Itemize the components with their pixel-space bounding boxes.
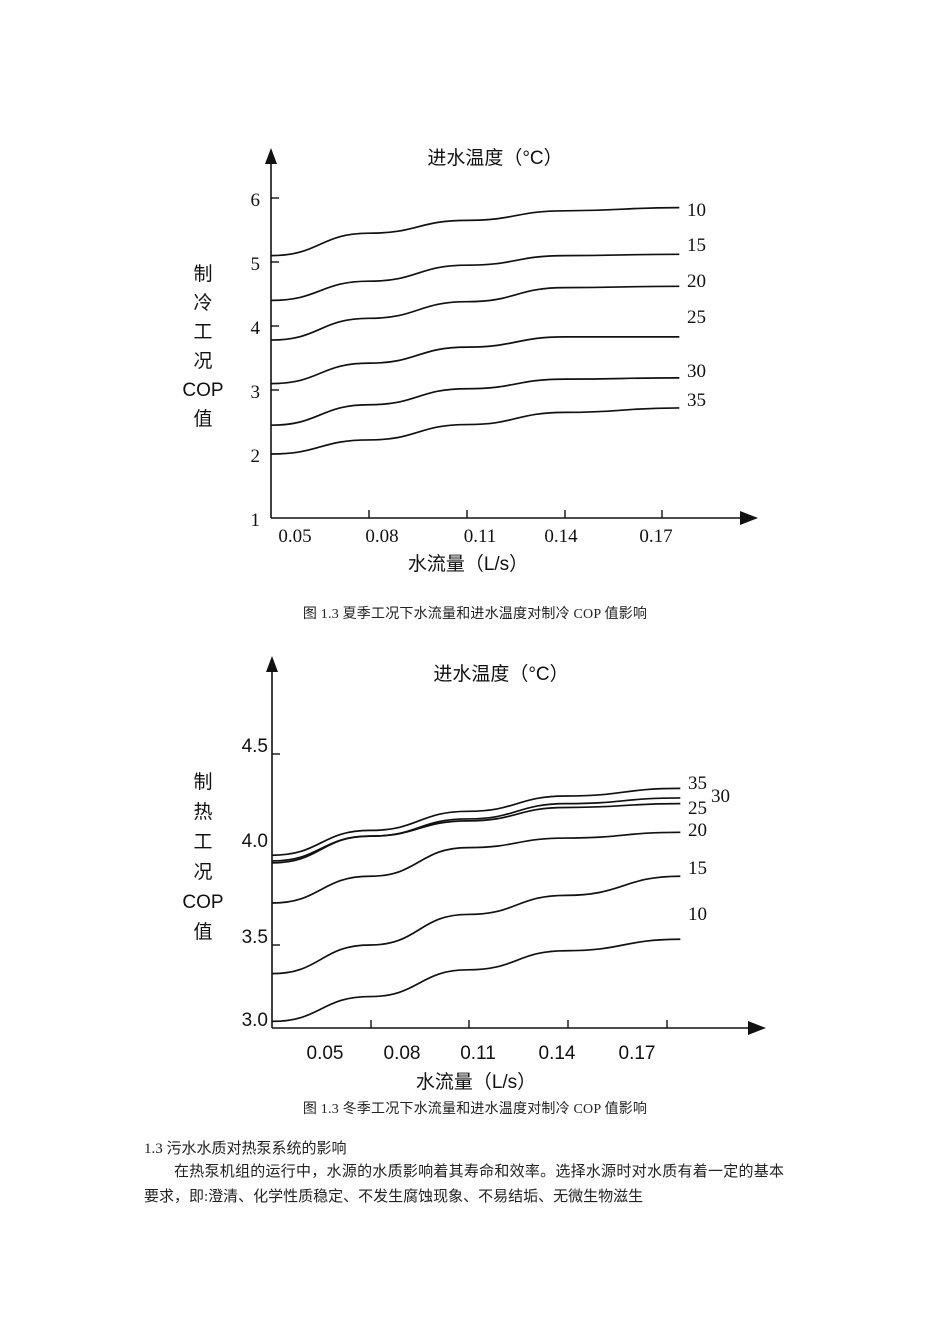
- series-line-30: [271, 797, 681, 862]
- x-tick-label: 0.08: [365, 526, 398, 547]
- y-axis-label-char: 工: [193, 832, 212, 853]
- series-line-25: [270, 336, 680, 385]
- y-tick-label: 5: [251, 254, 261, 275]
- series-line-25: [271, 802, 681, 864]
- y-axis-label-char: 值: [193, 408, 212, 430]
- y-tick-label: 3.5: [242, 927, 268, 948]
- series-line-35: [270, 407, 680, 455]
- x-axis-label: 水流量（L/s）: [408, 553, 528, 575]
- series-label-20: 20: [688, 820, 707, 841]
- series-label-25: 25: [687, 307, 706, 328]
- x-axis-arrow-icon: [748, 1021, 766, 1035]
- x-tick-label: 0.17: [619, 1043, 656, 1064]
- y-tick-label: 3: [251, 382, 261, 403]
- x-tick-label: 0.08: [384, 1043, 421, 1064]
- series-line-30: [270, 376, 680, 427]
- y-axis-arrow-icon: [265, 148, 277, 164]
- series-label-30: 30: [711, 786, 730, 807]
- figure-winter-heating-cop-chart: 0.05 0.08 0.11 0.14 0.17 3.0 3.5 4.0 4.5 35302520…: [182, 656, 766, 1093]
- x-tick-label: 0.17: [639, 526, 672, 547]
- series-label-10: 10: [688, 904, 707, 925]
- series-line-20: [270, 285, 680, 341]
- chart-title: 进水温度（°C）: [433, 663, 568, 685]
- x-axis-label: 水流量（L/s）: [416, 1071, 536, 1093]
- series-label-15: 15: [688, 858, 707, 879]
- series-line-10: [271, 938, 681, 1023]
- y-tick-label: 4.0: [242, 831, 268, 852]
- y-axis-label-char: 制: [193, 263, 212, 285]
- series-line-15: [270, 253, 680, 302]
- y-axis-label-char: 热: [193, 801, 212, 823]
- y-tick-label: 4.5: [242, 736, 268, 757]
- series-label-10: 10: [687, 200, 706, 221]
- figure-2-caption: 图 1.3 冬季工况下水流量和进水温度对制冷 COP 值影响: [302, 1102, 648, 1117]
- y-axis-label-char: COP: [182, 380, 223, 401]
- y-axis-label-char: COP: [182, 892, 223, 913]
- y-axis-label-char: 况: [193, 351, 212, 372]
- x-tick-label: 0.11: [460, 1043, 496, 1064]
- series-line-10: [270, 206, 680, 257]
- y-axis-label-char: 工: [193, 322, 212, 343]
- y-tick-label: 4: [251, 318, 261, 339]
- body-paragraph: 在热泵机组的运行中，水源的水质影响着其寿命和效率。选择水源时对水质有着一定的基本…: [144, 1164, 784, 1205]
- plot-area: 0.05 0.08 0.11 0.14 0.17 1 2 3 4 5 6 10 15 20 25 30 35 进水…: [182, 147, 758, 575]
- series-line-35: [271, 787, 681, 857]
- y-axis-label-char: 况: [193, 862, 212, 883]
- y-tick-label: 6: [251, 190, 261, 211]
- y-tick-label: 1: [251, 510, 261, 531]
- plot-area: 0.05 0.08 0.11 0.14 0.17 3.0 3.5 4.0 4.5 35302520…: [182, 656, 766, 1093]
- y-axis-label-char: 冷: [193, 292, 212, 314]
- series-label-35: 35: [688, 773, 707, 794]
- series-label-25: 25: [688, 798, 707, 819]
- series-label-20: 20: [687, 271, 706, 292]
- x-tick-label: 0.11: [464, 526, 497, 547]
- figure-summer-cooling-cop-chart: 0.05 0.08 0.11 0.14 0.17 1 2 3 4 5 6 10 15 20 25 30 35 进水…: [182, 147, 758, 575]
- x-axis-arrow-icon: [740, 511, 758, 525]
- x-tick-label: 0.05: [278, 526, 311, 547]
- series-label-15: 15: [687, 235, 706, 256]
- y-axis-arrow-icon: [266, 656, 278, 672]
- x-tick-label: 0.14: [539, 1043, 576, 1064]
- y-axis-label-char: 值: [193, 921, 212, 943]
- y-axis-label-char: 制: [193, 771, 212, 793]
- x-tick-label: 0.14: [544, 526, 578, 547]
- section-heading: 1.3 污水水质对热泵系统的影响: [144, 1141, 347, 1157]
- series-label-30: 30: [687, 361, 706, 382]
- series-label-35: 35: [687, 390, 706, 411]
- series-line-15: [271, 875, 681, 975]
- x-tick-label: 0.05: [307, 1043, 344, 1064]
- y-tick-label: 2: [251, 446, 261, 467]
- series-line-20: [271, 831, 681, 904]
- figure-1-caption: 图 1.3 夏季工况下水流量和进水温度对制冷 COP 值影响: [302, 607, 648, 622]
- y-tick-label: 3.0: [242, 1010, 268, 1031]
- chart-title: 进水温度（°C）: [427, 147, 562, 169]
